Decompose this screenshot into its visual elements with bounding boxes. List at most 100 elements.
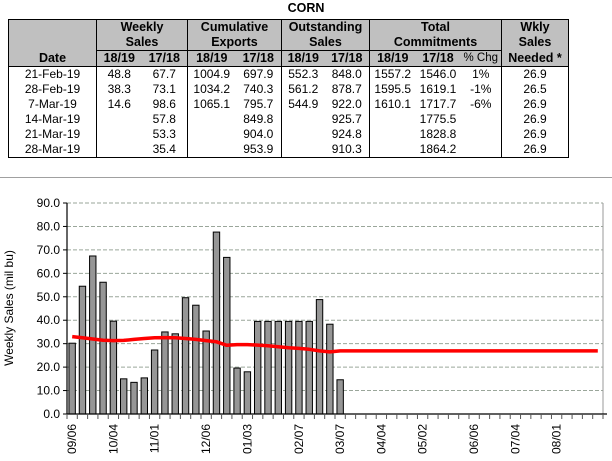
- value-cell: 1717.7: [419, 97, 457, 111]
- bar: [274, 320, 283, 415]
- table-row: 21-Feb-19 48.8 67.7 1004.9 697.9 552.3 848.0 15…: [8, 66, 569, 82]
- group-weekly-sales-l2: Sales: [96, 35, 188, 51]
- bar: [78, 285, 87, 415]
- sub-header: 17/18: [235, 50, 282, 67]
- bar: [295, 320, 303, 415]
- group-outstanding-sales-l2: Sales: [281, 35, 370, 51]
- value-cell: 57.8: [141, 112, 188, 127]
- value-cell: 67.7: [141, 66, 188, 82]
- value-cell: [97, 112, 142, 127]
- corn-commitments-table: Weekly Cumulative Outstanding Total Wkly…: [8, 19, 569, 158]
- group-cumulative-exports-l2: Exports: [187, 35, 282, 51]
- x-tick-label: 01/03: [240, 424, 254, 454]
- date-header: Date: [8, 50, 97, 67]
- value-cell: [460, 112, 502, 127]
- date-cell: 21-Feb-19: [8, 66, 97, 82]
- value-cell: 878.7: [324, 82, 370, 97]
- value-cell: 848.0: [324, 66, 370, 82]
- value-cell: [187, 142, 236, 158]
- value-cell: 904.0: [235, 127, 282, 142]
- value-cell: [188, 112, 236, 127]
- x-tick-label: 06/06: [467, 424, 481, 454]
- bar: [284, 320, 293, 415]
- bar: [202, 330, 210, 415]
- value-cell: 73.1: [141, 82, 188, 97]
- value-cell: 544.9: [288, 97, 319, 111]
- value-cell: 48.8: [107, 67, 131, 81]
- bar: [171, 333, 179, 415]
- bar: [89, 255, 97, 415]
- value-cell: [460, 142, 502, 158]
- y-tick-label: 40.0: [37, 313, 61, 327]
- bar: [253, 320, 262, 415]
- bar: [119, 378, 128, 415]
- value-cell: 795.7: [235, 97, 282, 112]
- sub-header: 17/18: [324, 50, 370, 67]
- value-cell: [282, 127, 325, 142]
- value-cell: 922.0: [324, 97, 370, 112]
- value-cell: 38.3: [107, 82, 131, 96]
- x-tick-label: 05/02: [416, 424, 430, 454]
- y-tick-label: 60.0: [37, 266, 61, 280]
- value-cell: 14.6: [107, 97, 131, 111]
- bar: [181, 297, 190, 415]
- table-row: 28-Feb-19 38.3 73.1 1034.2 740.3 561.2 878.7 15…: [8, 82, 569, 97]
- x-tick-label: 08/01: [550, 424, 564, 454]
- bar: [326, 323, 334, 415]
- value-cell: 26.9: [501, 97, 569, 112]
- bar: [243, 371, 252, 415]
- table-title: CORN: [287, 1, 325, 15]
- date-cell: 28-Feb-19: [8, 82, 97, 97]
- group-weekly-sales-l1: Weekly: [96, 19, 188, 35]
- value-cell: 849.8: [235, 112, 282, 127]
- sub-header: Needed *: [501, 50, 569, 67]
- bar: [161, 331, 169, 415]
- value-cell: 35.4: [141, 142, 188, 158]
- value-cell: 552.3: [288, 67, 319, 81]
- value-cell: 953.9: [235, 142, 282, 158]
- y-tick-label: 50.0: [37, 290, 61, 304]
- date-cell: 28-Mar-19: [8, 142, 97, 158]
- value-cell: [370, 127, 416, 142]
- date-cell: 14-Mar-19: [8, 112, 97, 127]
- value-cell: 26.9: [501, 112, 569, 127]
- x-tick-label: 12/06: [199, 424, 213, 454]
- x-tick-label: 09/06: [65, 424, 79, 454]
- y-tick-label: 0.0: [43, 407, 60, 421]
- y-tick-label: 80.0: [37, 219, 61, 233]
- y-tick-label: 20.0: [37, 360, 61, 374]
- date-cell: 21-Mar-19: [8, 127, 97, 142]
- bar: [264, 320, 272, 415]
- value-cell: 1619.1: [419, 82, 457, 96]
- bar: [99, 281, 107, 415]
- y-tick-label: 70.0: [37, 243, 61, 257]
- bar: [315, 299, 324, 415]
- weekly-sales-chart: Weekly Sales (mil bu) 0.0 10.0 20.0 30.0 40.…: [2, 196, 607, 454]
- y-tick-label: 30.0: [37, 337, 61, 351]
- bar: [130, 381, 138, 415]
- table-row: 28-Mar-19 35.4 953.9 910.3 1864.2 26.9: [8, 142, 569, 158]
- value-cell: 910.3: [324, 142, 370, 158]
- bar: [140, 377, 149, 415]
- bar: [223, 256, 231, 415]
- value-cell: 26.9: [501, 142, 569, 158]
- value-cell: [282, 112, 325, 127]
- value-cell: 26.9: [501, 66, 569, 82]
- value-cell: 697.9: [235, 66, 282, 82]
- value-cell: [96, 142, 142, 158]
- value-cell: 1%: [460, 66, 502, 82]
- group-outstanding-sales-l1: Outstanding: [281, 19, 370, 35]
- date-header-blank: [8, 19, 97, 35]
- value-cell: 1828.8: [419, 127, 457, 141]
- bar: [109, 320, 118, 415]
- x-tick-label: 11/01: [148, 424, 162, 453]
- value-cell: 1610.1: [374, 97, 412, 111]
- value-cell: 561.2: [288, 82, 319, 96]
- value-cell: 1034.2: [193, 82, 231, 96]
- bar: [192, 304, 200, 415]
- sub-header: 17/18: [141, 50, 188, 67]
- value-cell: 740.3: [235, 82, 282, 97]
- value-cell: 925.7: [324, 112, 370, 127]
- bar: [336, 379, 344, 415]
- value-cell: 26.5: [501, 82, 569, 97]
